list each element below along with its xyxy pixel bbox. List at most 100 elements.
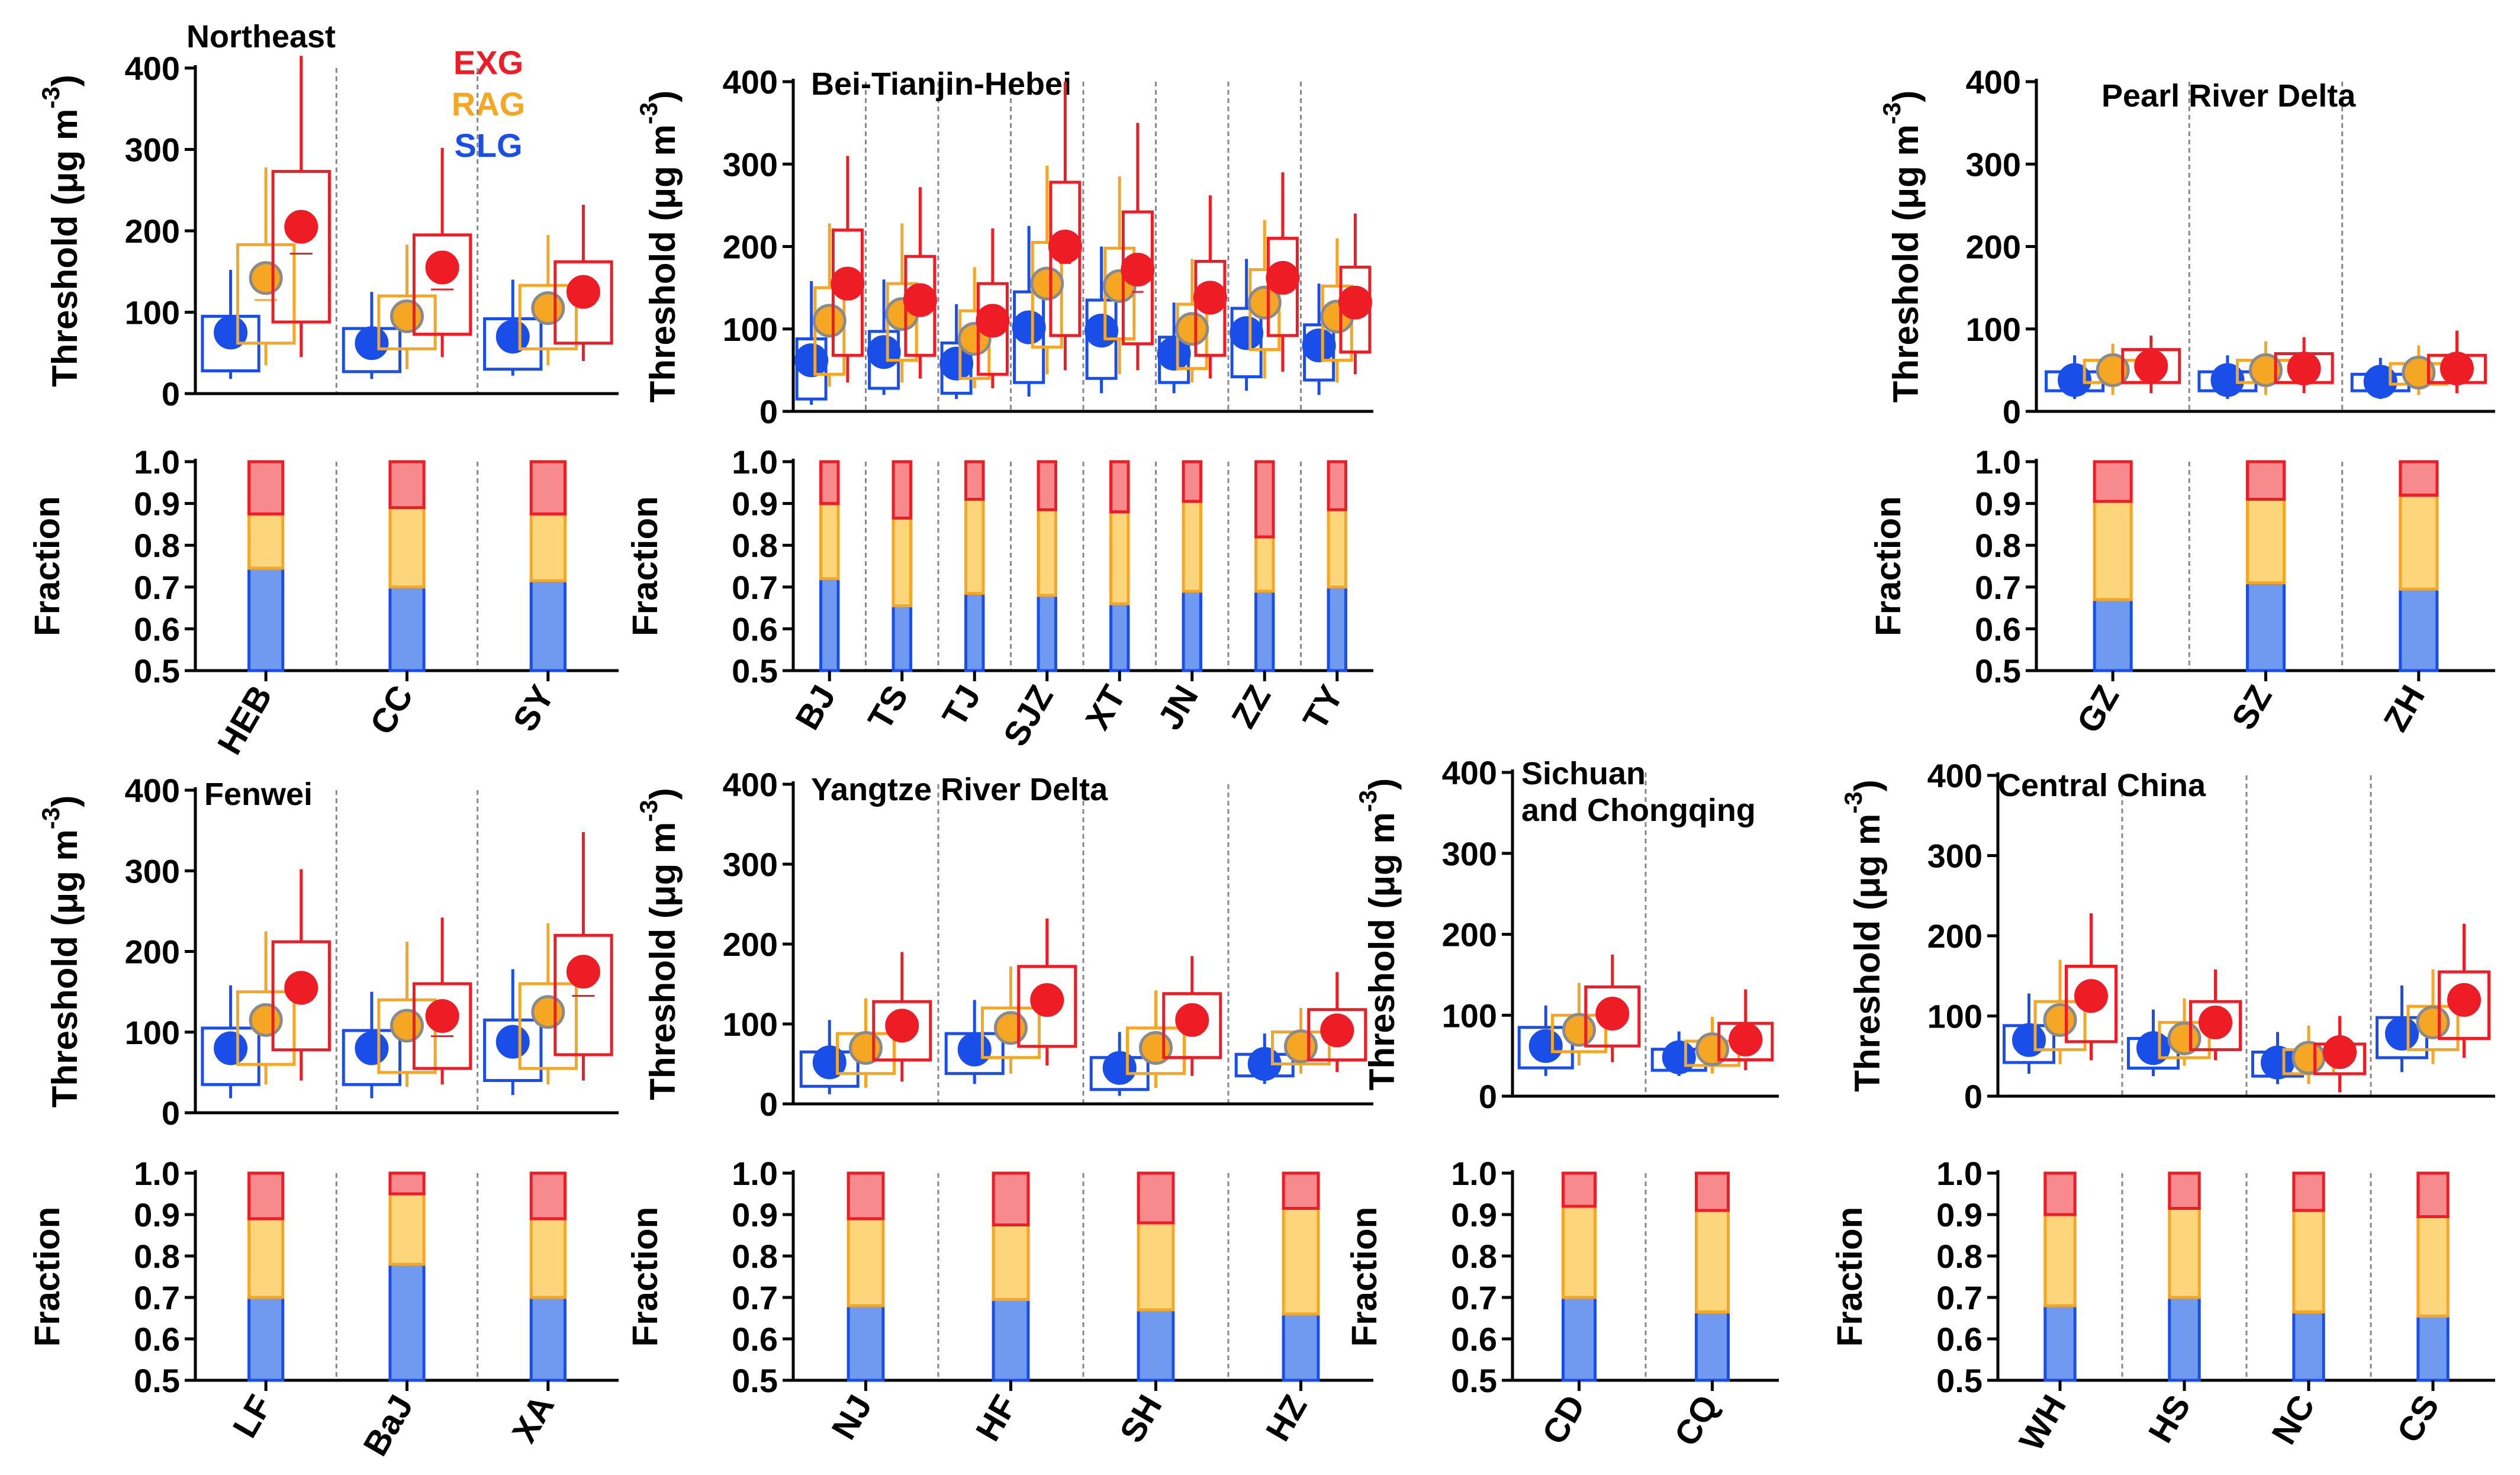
x-tick-label: XA	[505, 1389, 562, 1449]
y-tick-label: 0.9	[134, 1196, 180, 1234]
sichuan-and-chongqing-cq-rag-segment	[1695, 1209, 1730, 1313]
y-tick-label: 400	[723, 766, 778, 803]
mean-marker	[2439, 352, 2474, 386]
mean-marker	[1729, 1022, 1763, 1057]
y-tick-label: 0.9	[1451, 1196, 1497, 1234]
central-china-cs-exg-box	[2438, 923, 2490, 1058]
bei-tianjin-hebei-zz-rag-segment	[1254, 535, 1275, 593]
y-tick-label: 0	[162, 1094, 180, 1132]
bei-tianjin-hebei-ty-exg-box	[1338, 213, 1372, 375]
interquartile-box	[483, 1018, 543, 1082]
x-tick-label: NJ	[824, 1389, 879, 1446]
threshold-axis-title: Threshold (μg m-3)	[1878, 91, 1926, 402]
y-tick-label: 200	[1927, 917, 1982, 955]
x-tick-label: TY	[1296, 679, 1351, 736]
y-tick-label: 0	[2003, 393, 2021, 430]
sichuan-and-chongqing-fraction-panel: 0.5 0.6 0.7 0.8 0.9 1.0 Fraction CD CQ	[1344, 1155, 1779, 1453]
mean-marker	[885, 1009, 919, 1043]
mean-marker	[1175, 312, 1209, 346]
pearl-river-delta-sz-rag-segment	[2246, 498, 2286, 585]
yangtze-river-delta-hf-slg-segment	[992, 1298, 1030, 1382]
yangtze-river-delta-sh-rag-segment	[1137, 1221, 1175, 1312]
fenwei-baj-exg-box	[412, 917, 472, 1085]
interquartile-box	[518, 284, 578, 350]
y-tick-label: 0.6	[1936, 1321, 1982, 1358]
y-tick-label: 1.0	[1451, 1155, 1497, 1192]
region-title: Central China	[1998, 768, 2206, 803]
y-tick-label: 100	[723, 311, 778, 348]
pearl-river-delta-zh-exg-segment	[2399, 460, 2439, 497]
interquartile-box	[813, 286, 846, 376]
mean-marker	[1247, 285, 1282, 320]
bei-tianjin-hebei-bj-rag-segment	[819, 502, 840, 581]
region-title: Pearl River Delta	[2101, 78, 2356, 114]
pearl-river-delta-zh-rag-segment	[2399, 493, 2439, 591]
bei-tianjin-hebei-zz-exg-box	[1266, 172, 1300, 372]
bei-tianjin-hebei-ty-exg-segment	[1327, 460, 1347, 511]
interquartile-box	[981, 1006, 1041, 1059]
mean-marker	[1320, 1013, 1354, 1048]
y-tick-label: 0.7	[1975, 569, 2021, 606]
y-tick-label: 300	[125, 852, 180, 890]
y-tick-label: 0.6	[732, 1321, 778, 1358]
yangtze-river-delta-hf-exg-segment	[992, 1171, 1030, 1226]
y-tick-label: 200	[1966, 228, 2021, 266]
mean-marker	[1193, 281, 1227, 315]
bei-tianjin-hebei-ty-slg-segment	[1327, 585, 1347, 672]
interquartile-box	[271, 940, 331, 1052]
mean-marker	[1595, 997, 1630, 1031]
sichuan-and-chongqing-cd-exg-segment	[1562, 1171, 1597, 1208]
mean-marker	[939, 346, 974, 381]
interquartile-box	[2033, 1000, 2087, 1051]
y-tick-label: 0.6	[134, 610, 180, 648]
fenwei-lf-exg-box	[271, 869, 331, 1081]
yangtze-river-delta-hf-rag-segment	[992, 1223, 1030, 1301]
bei-tianjin-hebei-sjz-slg-box	[1012, 226, 1046, 397]
region-title: Northeast	[186, 19, 336, 54]
y-tick-label: 100	[723, 1006, 778, 1043]
y-tick-label: 400	[723, 63, 778, 101]
interquartile-box	[795, 337, 828, 401]
region-title: Yangtze River Delta	[811, 772, 1108, 807]
bei-tianjin-hebei-bj-slg-box	[794, 281, 829, 405]
bei-tianjin-hebei-xt-slg-segment	[1109, 602, 1130, 672]
fenwei-fraction-panel: 0.5 0.6 0.7 0.8 0.9 1.0 Fraction LF BaJ XA	[27, 1155, 619, 1463]
x-tick-label: TJ	[935, 679, 988, 733]
fenwei-lf-slg-box	[201, 985, 260, 1099]
y-tick-label: 0	[759, 1086, 778, 1123]
central-china-fraction-panel: 0.5 0.6 0.7 0.8 0.9 1.0 Fraction WH HS NC CS	[1830, 1155, 2495, 1457]
y-tick-label: 100	[1927, 998, 1982, 1035]
sichuan-and-chongqing-cq-exg-box	[1717, 989, 1774, 1071]
interquartile-box	[2065, 964, 2117, 1044]
pearl-river-delta-zh-rag-box	[2389, 345, 2449, 395]
mean-marker	[2249, 353, 2283, 387]
fraction-axis-title: Fraction	[1344, 1207, 1384, 1347]
mean-marker	[249, 1003, 283, 1037]
x-tick-label: TS	[861, 679, 916, 736]
mean-marker	[390, 1009, 424, 1043]
bei-tianjin-hebei-bj-slg-segment	[819, 577, 840, 672]
y-tick-label: 300	[1927, 838, 1982, 875]
x-tick-label: SY	[506, 679, 562, 738]
y-tick-label: 0.9	[732, 1196, 778, 1234]
bei-tianjin-hebei-xt-exg-segment	[1109, 460, 1130, 514]
bei-tianjin-hebei-tj-rag-box	[957, 267, 992, 389]
x-tick-label: ZH	[2376, 679, 2432, 738]
fraction-axis-title: Fraction	[27, 496, 67, 636]
fenwei-baj-slg-segment	[388, 1263, 426, 1382]
y-tick-label: 1.0	[1936, 1155, 1982, 1192]
bei-tianjin-hebei-xt-exg-box	[1121, 123, 1155, 371]
central-china-wh-exg-segment	[2043, 1171, 2077, 1216]
mean-marker	[2447, 983, 2481, 1017]
yangtze-river-delta-hf-rag-box	[981, 966, 1041, 1074]
central-china-threshold-panel: 0 100 200 300 400 Threshold (μg m-3) Central C…	[1839, 757, 2495, 1115]
y-tick-label: 0	[162, 375, 180, 413]
y-tick-label: 0.5	[732, 652, 778, 690]
bei-tianjin-hebei-zz-slg-segment	[1254, 590, 1275, 672]
interquartile-box	[412, 982, 472, 1070]
mean-marker	[2058, 363, 2092, 397]
bei-tianjin-hebei-jn-exg-box	[1193, 195, 1227, 379]
northeast-sy-slg-segment	[529, 579, 567, 672]
sichuan-and-chongqing-threshold-panel: 0 100 200 300 400 Threshold (μg m-3) Sichuanan…	[1354, 754, 1779, 1115]
threshold-axis-title: Threshold (μg m-3)	[37, 796, 85, 1107]
